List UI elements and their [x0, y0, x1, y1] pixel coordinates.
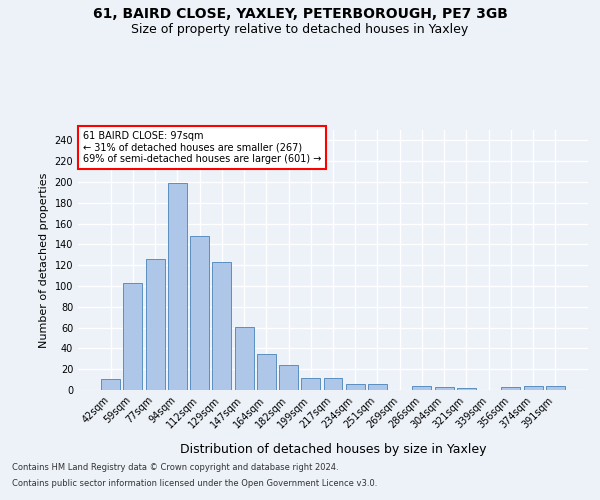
Text: Contains HM Land Registry data © Crown copyright and database right 2024.: Contains HM Land Registry data © Crown c… — [12, 464, 338, 472]
Text: Contains public sector information licensed under the Open Government Licence v3: Contains public sector information licen… — [12, 478, 377, 488]
Text: 61, BAIRD CLOSE, YAXLEY, PETERBOROUGH, PE7 3GB: 61, BAIRD CLOSE, YAXLEY, PETERBOROUGH, P… — [92, 8, 508, 22]
Bar — [235, 326, 254, 390]
Text: Size of property relative to detached houses in Yaxley: Size of property relative to detached ho… — [131, 22, 469, 36]
Bar — [101, 378, 120, 390]
Bar — [279, 365, 298, 390]
Bar — [146, 259, 164, 390]
Bar — [346, 384, 365, 390]
Text: 61 BAIRD CLOSE: 97sqm
← 31% of detached houses are smaller (267)
69% of semi-det: 61 BAIRD CLOSE: 97sqm ← 31% of detached … — [83, 132, 322, 164]
Bar — [257, 354, 276, 390]
Bar — [435, 387, 454, 390]
Bar — [457, 388, 476, 390]
Bar — [502, 387, 520, 390]
Bar — [168, 183, 187, 390]
Bar — [524, 386, 542, 390]
Bar — [190, 236, 209, 390]
Bar — [368, 384, 387, 390]
Bar — [323, 378, 343, 390]
Text: Distribution of detached houses by size in Yaxley: Distribution of detached houses by size … — [180, 442, 486, 456]
Bar — [124, 283, 142, 390]
Y-axis label: Number of detached properties: Number of detached properties — [39, 172, 49, 348]
Bar — [301, 378, 320, 390]
Bar — [546, 386, 565, 390]
Bar — [412, 386, 431, 390]
Bar — [212, 262, 231, 390]
